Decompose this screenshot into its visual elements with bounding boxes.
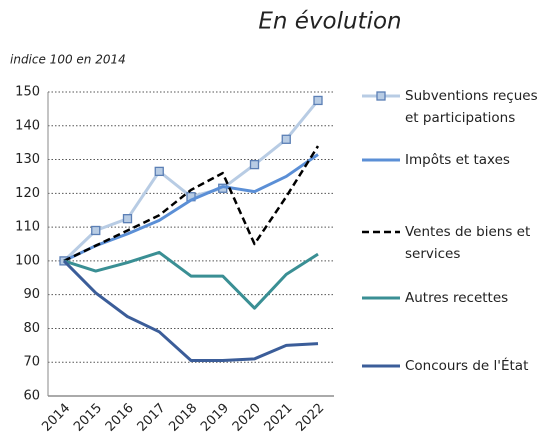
x-tick-label: 2021	[262, 401, 296, 435]
series-line	[62, 259, 319, 363]
y-tick-label: 120	[15, 186, 40, 201]
legend-label: Subventions reçues et participations	[405, 88, 538, 126]
x-tick-label: 2019	[198, 401, 232, 435]
x-tick-label: 2014	[39, 401, 73, 435]
y-tick-label: 90	[23, 287, 40, 302]
y-tick-label: 110	[15, 220, 40, 235]
series-line	[63, 153, 319, 263]
x-tick-label: 2020	[230, 401, 264, 435]
y-tick-label: 130	[15, 152, 40, 167]
x-tick-label: 2015	[71, 401, 105, 435]
series-line	[63, 145, 320, 263]
y-tick-label: 70	[23, 355, 40, 370]
legend-label: Concours de l'État	[405, 358, 529, 374]
x-tick-label: 2016	[103, 401, 137, 435]
legend-label: Autres recettes	[405, 290, 509, 306]
series-line	[63, 250, 319, 310]
marker	[154, 166, 164, 177]
y-tick-label: 140	[15, 118, 40, 133]
x-tick-label: 2018	[166, 401, 200, 435]
marker	[91, 225, 101, 236]
legend-label: Ventes de biens et services	[405, 224, 531, 262]
legend-label: Impôts et taxes	[405, 152, 510, 168]
marker	[122, 214, 133, 224]
marker	[313, 95, 323, 106]
y-tick-label: 60	[23, 389, 40, 404]
y-tick-label: 80	[23, 321, 40, 336]
y-tick-label: 100	[15, 253, 40, 268]
marker	[281, 134, 291, 144]
x-tick-label: 2022	[293, 401, 327, 435]
chart-subtitle: indice 100 en 2014	[10, 53, 126, 67]
x-tick-label: 2017	[135, 401, 169, 435]
legend-marker	[376, 91, 386, 101]
marker	[249, 159, 260, 170]
y-tick-label: 150	[15, 85, 40, 100]
chart-title: En évolution	[258, 9, 401, 35]
